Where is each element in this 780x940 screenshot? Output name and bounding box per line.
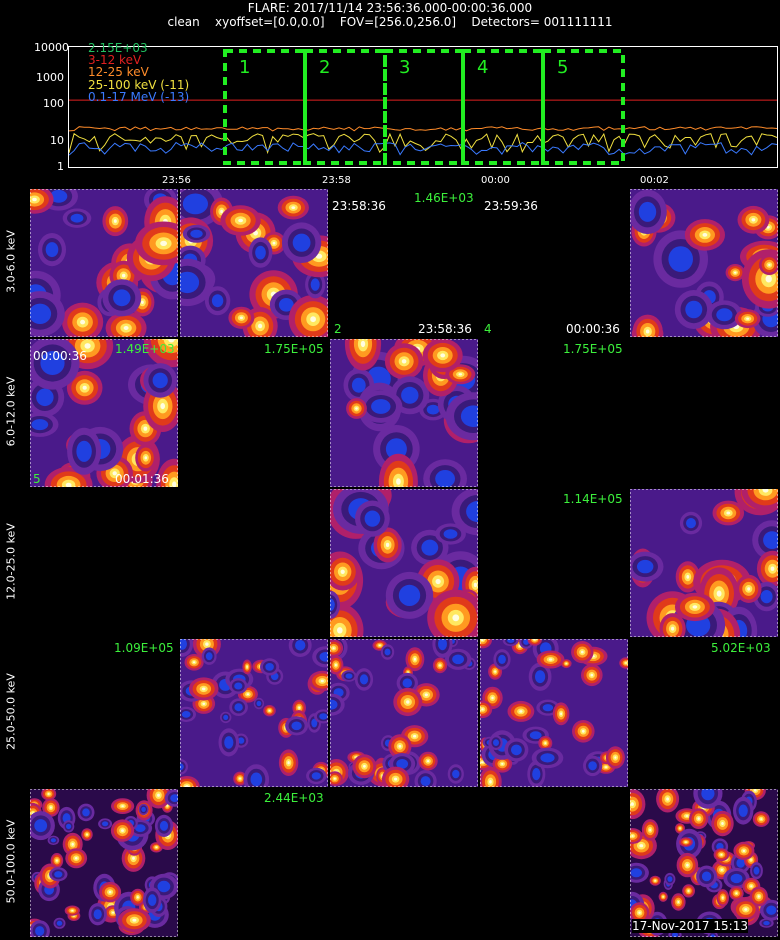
tile-index-label: 2 (334, 322, 342, 336)
x-tick-label: 23:58 (322, 175, 351, 186)
y-tick-label: 10000 (34, 41, 69, 54)
image-tile (30, 789, 178, 937)
x-tick-label: 00:02 (640, 175, 669, 186)
tile-max-label: 5.02E+03 (711, 641, 771, 655)
time-window-label: 2 (319, 57, 330, 78)
x-tick-label: 00:00 (481, 175, 510, 186)
lightcurve-plot: 1 2 3 4 5 (68, 46, 778, 168)
image-tile (630, 789, 778, 937)
y-tick-label: 1000 (36, 71, 64, 84)
time-window-label: 1 (239, 57, 250, 78)
plot-title: FLARE: 2017/11/14 23:56:36.000-00:00:36.… (247, 1, 533, 15)
tile-max-label: 1.46E+03 (414, 191, 474, 205)
tile-max-label: 1.75E+05 (563, 342, 623, 356)
legend-25-100: 25-100 keV (-11) (88, 78, 190, 92)
tile-index-label: 4 (484, 322, 492, 336)
time-window-box (383, 49, 465, 165)
time-window-box (541, 49, 625, 165)
footer-date: 17-Nov-2017 15:13 (632, 919, 748, 933)
tile-index-label: 5 (33, 472, 41, 486)
tile-time-label: 00:01:36 (115, 472, 169, 486)
image-tile (180, 189, 328, 337)
y-tick-label: 1 (57, 160, 64, 173)
curve-12-25 (68, 126, 778, 132)
legend-3-12: 3-12 keV (88, 53, 142, 67)
lightcurve-svg: 1 2 3 4 5 (68, 49, 778, 165)
time-window-label: 3 (399, 57, 410, 78)
image-tile (30, 339, 178, 487)
tile-max-label: 1.09E+05 (114, 641, 174, 655)
row-label: 3.0-6.0 keV (4, 230, 18, 293)
image-tile (180, 639, 328, 787)
y-tick-label: 100 (43, 97, 64, 110)
tile-time-label: 23:58:36 (418, 322, 472, 336)
image-tile (330, 639, 478, 787)
tile-max-label: 1.75E+05 (264, 342, 324, 356)
row-label: 50.0-100.0 keV (4, 819, 18, 904)
tile-max-label: 1.14E+05 (563, 492, 623, 506)
image-tile (30, 189, 178, 337)
tile-time-label: 23:58:36 (332, 199, 386, 213)
tile-time-label: 00:00:36 (566, 322, 620, 336)
curve-25-100 (68, 132, 778, 155)
image-tile (630, 189, 778, 337)
y-tick-label: 10 (50, 134, 64, 147)
image-tile (330, 339, 478, 487)
row-label: 25.0-50.0 keV (4, 673, 18, 750)
image-tile (480, 639, 628, 787)
tile-time-label: 23:59:36 (484, 199, 538, 213)
row-label: 12.0-25.0 keV (4, 523, 18, 600)
tile-time-label: 00:00:36 (33, 349, 87, 363)
row-label: 6.0-12.0 keV (4, 376, 18, 447)
tile-max-label: 2.44E+03 (264, 791, 324, 805)
plot-subtitle: clean xyoffset=[0.0,0.0] FOV=[256.0,256.… (167, 15, 613, 29)
curve-mev (68, 141, 778, 156)
time-window-label: 4 (477, 57, 488, 78)
tile-max-label: 1.49E+03 (115, 342, 175, 356)
legend-12-25: 12-25 keV (88, 65, 149, 79)
time-window-label: 5 (557, 57, 568, 78)
legend-peak: 2.15E+03 (88, 41, 148, 55)
legend-mev: 0.1-17 MeV (-13) (88, 90, 190, 104)
time-window-box (461, 49, 545, 165)
image-tile (330, 489, 478, 637)
x-tick-label: 23:56 (162, 175, 191, 186)
time-window-box (223, 49, 307, 165)
time-window-box (303, 49, 387, 165)
image-tile (630, 489, 778, 637)
